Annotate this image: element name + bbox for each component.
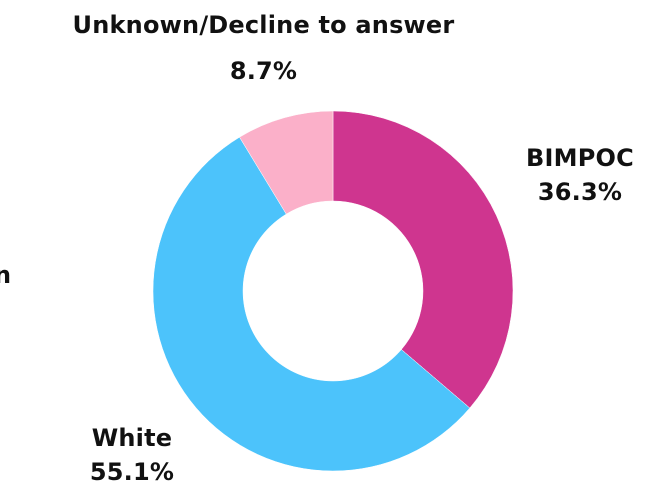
clipped-label-fragment: n (0, 261, 12, 289)
label-unknown-category: Unknown/Decline to answer (72, 11, 455, 39)
label-bimpoc-category: BIMPOC (526, 144, 634, 172)
slice-white (152, 136, 471, 472)
slice-bimpoc (332, 110, 514, 409)
label-bimpoc: BIMPOC 36.3% (500, 141, 660, 209)
label-bimpoc-value: 36.3% (537, 178, 623, 206)
slice-group (152, 110, 514, 472)
label-white-category: White (91, 424, 173, 452)
label-white-value: 55.1% (89, 458, 175, 486)
label-unknown: Unknown/Decline to answer 8.7% (0, 8, 527, 88)
slice-unknown-decline-to-answer (239, 110, 334, 215)
label-unknown-value: 8.7% (229, 57, 298, 85)
label-white: White 55.1% (52, 421, 212, 489)
